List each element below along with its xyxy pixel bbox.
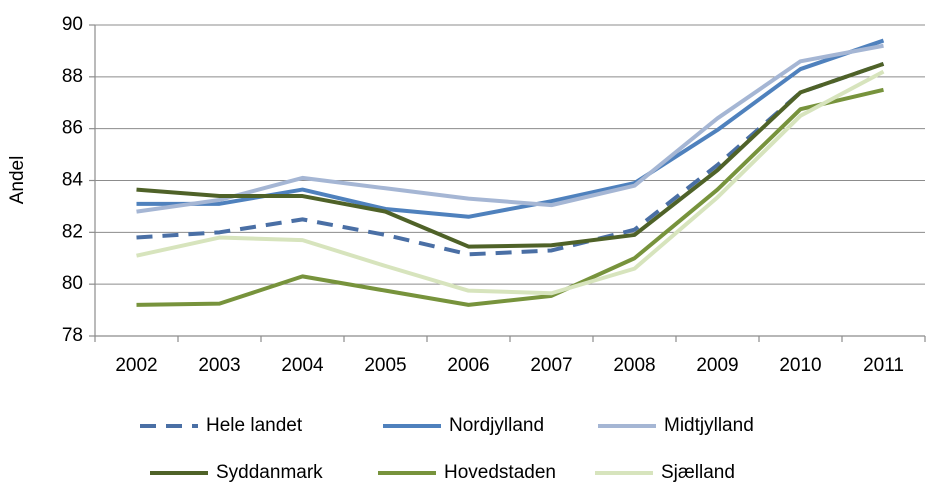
legend-label: Nordjylland — [449, 415, 544, 436]
y-tick-label: 78 — [62, 325, 83, 346]
x-tick-label: 2007 — [530, 355, 572, 376]
x-tick-label: 2009 — [696, 355, 738, 376]
x-tick-label: 2011 — [863, 355, 904, 376]
legend-label: Midtjylland — [664, 415, 754, 436]
y-tick-label: 88 — [62, 66, 83, 87]
series-line — [136, 61, 885, 249]
x-tick-label: 2005 — [364, 355, 406, 376]
x-tick-label: 2003 — [198, 355, 240, 376]
x-tick-label: 2008 — [613, 355, 655, 376]
x-tick-label: 2006 — [447, 355, 489, 376]
legend-label: Syddanmark — [216, 462, 323, 483]
x-tick-label: 2004 — [281, 355, 324, 376]
series-line — [136, 87, 884, 307]
y-tick-label: 90 — [62, 14, 83, 35]
x-tick-label: 2010 — [779, 355, 821, 376]
series-line — [136, 43, 884, 214]
y-tick-label: 84 — [62, 170, 84, 191]
y-axis-label: Andel — [7, 156, 28, 205]
x-tick-label: 2002 — [115, 355, 157, 376]
y-tick-label: 80 — [62, 273, 83, 294]
y-tick-label: 82 — [62, 221, 83, 242]
series-line — [136, 69, 885, 296]
legend-label: Hovedstaden — [444, 462, 556, 483]
legend-label: Sjælland — [661, 462, 735, 483]
y-tick-label: 86 — [62, 118, 83, 139]
legend-label: Hele landet — [206, 415, 303, 436]
